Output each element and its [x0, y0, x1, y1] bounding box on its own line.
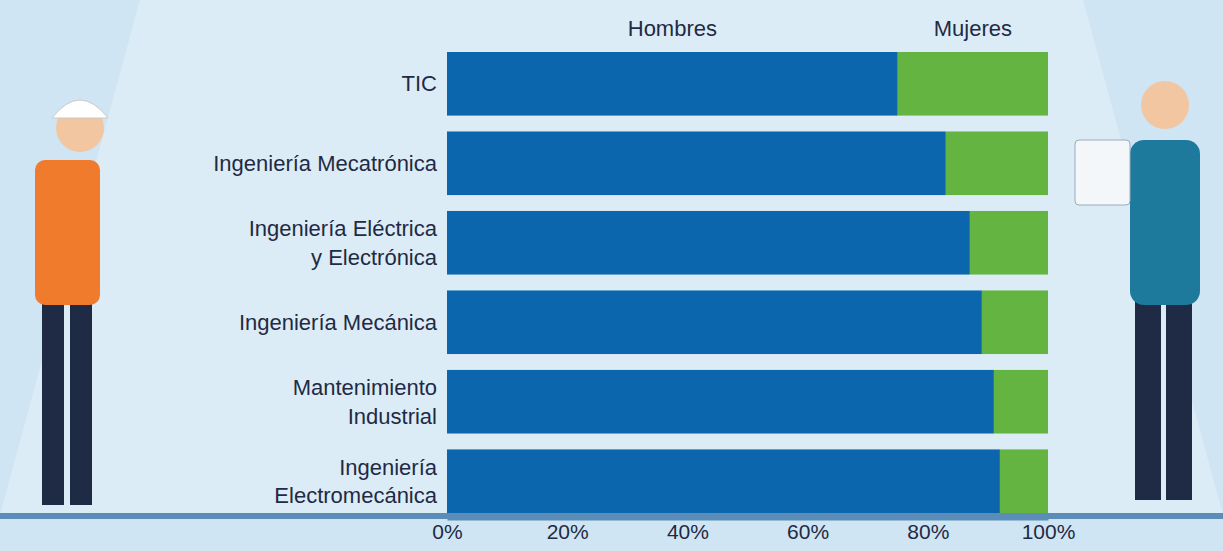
category-label: Ingeniería Mecatrónica [213, 151, 438, 176]
plot-area [447, 52, 1048, 513]
tick-label: 0% [432, 520, 462, 543]
tick: Ingeniería Mecatrónica [213, 151, 438, 176]
legend-entry: Mujeres [934, 16, 1012, 41]
bar-segment [994, 370, 1048, 434]
tick-label: 80% [907, 520, 949, 543]
tick: Ingeniería Electromecánica [274, 455, 437, 509]
bar-segment [898, 52, 1048, 116]
tick: Ingeniería Mecánica [239, 310, 438, 335]
category-label-line: TIC [402, 71, 438, 96]
tick: Mantenimiento Industrial [293, 375, 437, 429]
bar-segment [447, 290, 982, 354]
legend-entry: Hombres [628, 16, 717, 41]
tick: 0% [432, 519, 462, 543]
tick: 40% [667, 519, 709, 543]
bar-segment [447, 211, 970, 275]
legend: Hombres Mujeres [628, 16, 1012, 41]
category-label-line: Ingeniería Mecánica [239, 310, 438, 335]
leg [1166, 300, 1192, 500]
category-label-line: Ingeniería [339, 455, 438, 480]
shirt [1130, 140, 1200, 305]
leg [70, 300, 92, 505]
category-label-line: Industrial [348, 404, 437, 429]
tick: 100% [1022, 519, 1076, 543]
bar-segment [447, 370, 994, 434]
x-axis: 0% 20% 40% 60% 80% 100% [432, 519, 1075, 543]
series [447, 52, 1000, 513]
category-label-line: Ingeniería Eléctrica [249, 216, 438, 241]
bar-segment [970, 211, 1048, 275]
category-label-line: Mantenimiento [293, 375, 437, 400]
series [898, 52, 1048, 513]
bar-segment [447, 131, 946, 195]
category-label-line: y Electrónica [311, 245, 438, 270]
vest [35, 160, 100, 305]
spotlight [0, 0, 1223, 515]
head [1141, 81, 1189, 129]
bar-segment [447, 52, 898, 116]
leg [42, 300, 64, 505]
bar-segment [447, 449, 1000, 513]
tick: 60% [787, 519, 829, 543]
tick-label: 100% [1022, 520, 1076, 543]
tick-label: 60% [787, 520, 829, 543]
chart: 0% 20% 40% 60% 80% 100% TIC Ingeniería Mecatrón… [0, 0, 1223, 551]
bar-segment [946, 131, 1048, 195]
figure-man [35, 100, 108, 505]
tick-label: 40% [667, 520, 709, 543]
tick: 80% [907, 519, 949, 543]
category-label-line: Electromecánica [274, 483, 437, 508]
bar-segment [982, 290, 1048, 354]
figure-woman [1075, 81, 1200, 500]
category-label: Ingeniería Electromecánica [274, 455, 437, 509]
tick: 20% [547, 519, 589, 543]
category-label-line: Ingeniería Mecatrónica [213, 151, 438, 176]
category-label: Mantenimiento Industrial [293, 375, 437, 429]
bar-segment [1000, 449, 1048, 513]
category-label: Ingeniería Mecánica [239, 310, 438, 335]
tick: TIC [402, 71, 438, 96]
y-axis: TIC Ingeniería Mecatrónica Ingeniería Eléc… [213, 71, 438, 508]
helmet [52, 100, 108, 118]
leg [1135, 300, 1161, 500]
laptop [1075, 140, 1130, 205]
axis-line [448, 519, 1049, 521]
category-label: TIC [402, 71, 438, 96]
ground-line [0, 513, 1223, 519]
tick-label: 20% [547, 520, 589, 543]
tick: Ingeniería Eléctrica y Electrónica [249, 216, 438, 270]
background [0, 0, 1223, 551]
category-label: Ingeniería Eléctrica y Electrónica [249, 216, 438, 270]
